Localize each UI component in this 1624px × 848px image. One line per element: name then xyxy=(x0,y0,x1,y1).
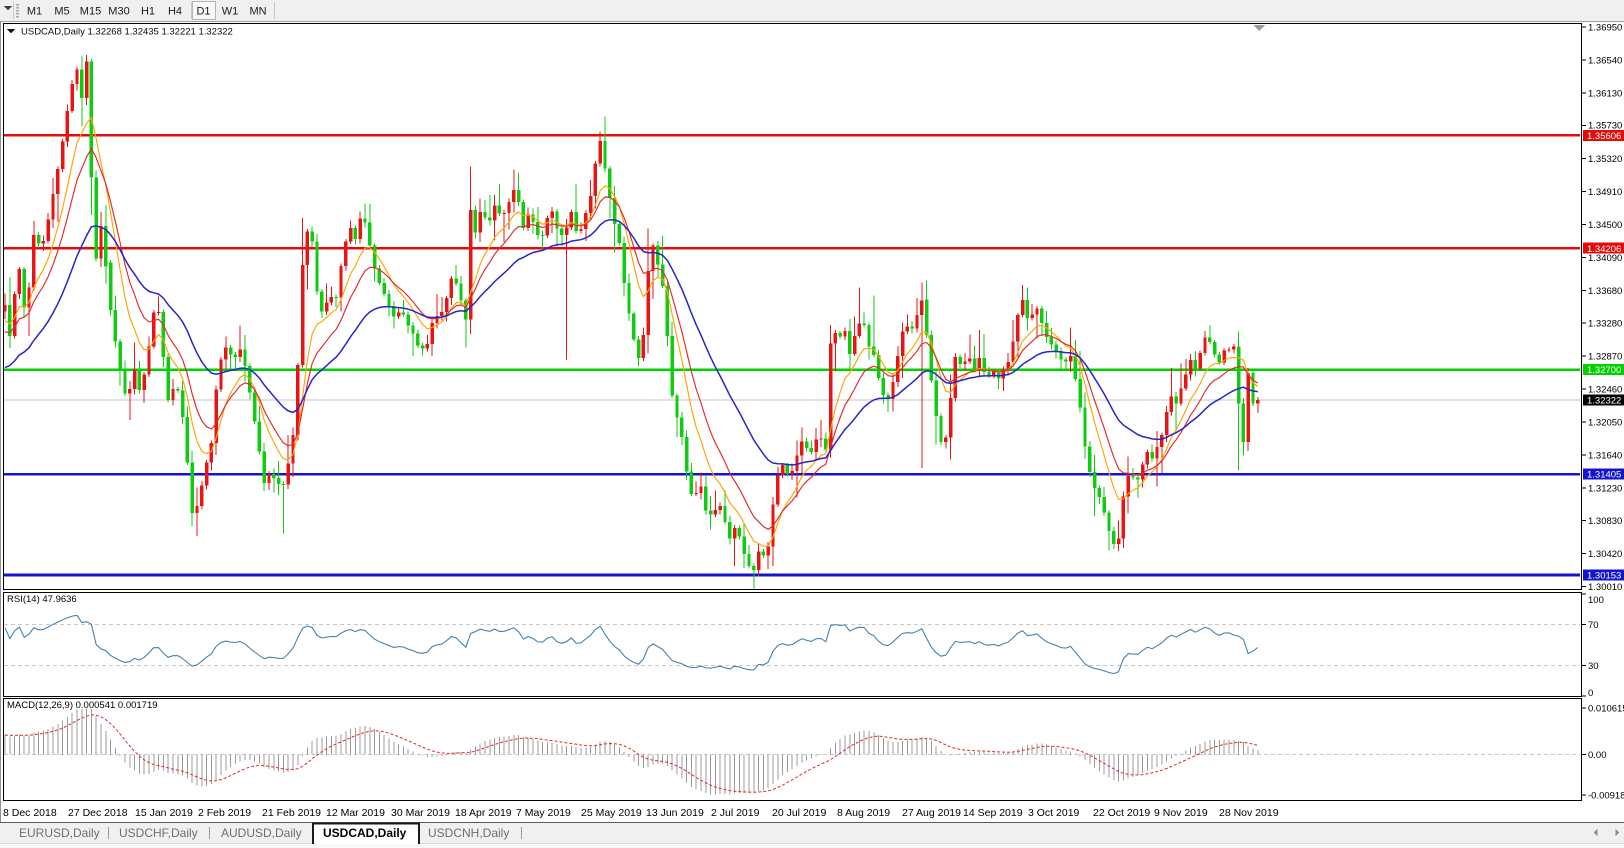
svg-text:9 Nov 2019: 9 Nov 2019 xyxy=(1154,807,1208,819)
svg-text:1.34910: 1.34910 xyxy=(1588,187,1622,198)
svg-text:25 May 2019: 25 May 2019 xyxy=(581,807,642,819)
svg-text:8 Aug 2019: 8 Aug 2019 xyxy=(837,807,890,819)
svg-text:1.32460: 1.32460 xyxy=(1588,384,1622,395)
svg-text:1.34090: 1.34090 xyxy=(1588,253,1622,264)
svg-text:8 Dec 2018: 8 Dec 2018 xyxy=(3,807,57,819)
svg-text:70: 70 xyxy=(1588,620,1599,631)
svg-text:100: 100 xyxy=(1588,595,1604,606)
svg-text:1.35606: 1.35606 xyxy=(1587,131,1621,142)
svg-text:1.36950: 1.36950 xyxy=(1588,22,1622,33)
svg-text:28 Nov 2019: 28 Nov 2019 xyxy=(1219,807,1279,819)
svg-text:0: 0 xyxy=(1588,688,1593,699)
svg-text:USDCAD,Daily: USDCAD,Daily xyxy=(323,826,407,840)
svg-text:USDCNH,Daily: USDCNH,Daily xyxy=(428,826,509,840)
svg-text:1.36540: 1.36540 xyxy=(1588,55,1622,66)
svg-text:21 Feb 2019: 21 Feb 2019 xyxy=(262,807,321,819)
svg-text:EURUSD,Daily: EURUSD,Daily xyxy=(19,826,100,840)
svg-text:1.36130: 1.36130 xyxy=(1588,88,1622,99)
svg-text:1.32870: 1.32870 xyxy=(1588,351,1622,362)
svg-text:1.31230: 1.31230 xyxy=(1588,484,1622,495)
svg-text:0.010615: 0.010615 xyxy=(1588,703,1624,714)
svg-text:22 Oct 2019: 22 Oct 2019 xyxy=(1093,807,1150,819)
svg-text:1.32322: 1.32322 xyxy=(1587,396,1621,407)
svg-text:18 Apr 2019: 18 Apr 2019 xyxy=(455,807,512,819)
svg-text:MN: MN xyxy=(249,6,266,18)
svg-text:2 Jul 2019: 2 Jul 2019 xyxy=(711,807,760,819)
svg-text:1.31640: 1.31640 xyxy=(1588,451,1622,462)
svg-text:1.30830: 1.30830 xyxy=(1588,516,1622,527)
svg-text:30: 30 xyxy=(1588,661,1599,672)
svg-text:30 Mar 2019: 30 Mar 2019 xyxy=(391,807,450,819)
svg-text:15 Jan 2019: 15 Jan 2019 xyxy=(135,807,193,819)
svg-text:7 May 2019: 7 May 2019 xyxy=(516,807,571,819)
svg-text:1.35730: 1.35730 xyxy=(1588,121,1622,132)
svg-text:D1: D1 xyxy=(196,6,210,18)
svg-text:1.30153: 1.30153 xyxy=(1587,571,1621,582)
svg-text:M5: M5 xyxy=(54,6,69,18)
svg-text:14 Sep 2019: 14 Sep 2019 xyxy=(963,807,1023,819)
svg-text:1.32050: 1.32050 xyxy=(1588,418,1622,429)
svg-text:1.32700: 1.32700 xyxy=(1587,365,1621,376)
svg-text:USDCAD,Daily 1.32268 1.32435: USDCAD,Daily 1.32268 1.32435 1.32221 1.3… xyxy=(21,27,233,38)
svg-text:W1: W1 xyxy=(222,6,239,18)
svg-text:1.34500: 1.34500 xyxy=(1588,220,1622,231)
svg-text:20 Jul 2019: 20 Jul 2019 xyxy=(772,807,826,819)
svg-text:27 Dec 2018: 27 Dec 2018 xyxy=(68,807,128,819)
svg-text:3 Oct 2019: 3 Oct 2019 xyxy=(1028,807,1080,819)
svg-text:13 Jun 2019: 13 Jun 2019 xyxy=(646,807,704,819)
svg-text:1.33280: 1.33280 xyxy=(1588,318,1622,329)
svg-text:1.30420: 1.30420 xyxy=(1588,549,1622,560)
svg-text:12 Mar 2019: 12 Mar 2019 xyxy=(326,807,385,819)
svg-text:H1: H1 xyxy=(141,6,155,18)
svg-text:AUDUSD,Daily: AUDUSD,Daily xyxy=(221,826,302,840)
svg-text:RSI(14) 47.9636: RSI(14) 47.9636 xyxy=(7,594,77,605)
svg-text:1.35320: 1.35320 xyxy=(1588,154,1622,165)
svg-text:1.33680: 1.33680 xyxy=(1588,286,1622,297)
svg-text:USDCHF,Daily: USDCHF,Daily xyxy=(119,826,198,840)
svg-text:1.30010: 1.30010 xyxy=(1588,582,1622,593)
svg-text:M1: M1 xyxy=(27,6,42,18)
svg-text:1.34206: 1.34206 xyxy=(1587,244,1621,255)
svg-text:27 Aug 2019: 27 Aug 2019 xyxy=(902,807,961,819)
svg-text:2 Feb 2019: 2 Feb 2019 xyxy=(198,807,251,819)
svg-text:1.31405: 1.31405 xyxy=(1587,470,1621,481)
svg-text:M30: M30 xyxy=(108,6,129,18)
svg-text:H4: H4 xyxy=(168,6,182,18)
svg-text:M15: M15 xyxy=(80,6,101,18)
svg-text:MACD(12,26,9) 0.000541 0.00171: MACD(12,26,9) 0.000541 0.001719 xyxy=(7,700,158,711)
svg-text:-0.009181: -0.009181 xyxy=(1588,790,1624,801)
svg-text:0.00: 0.00 xyxy=(1588,750,1607,761)
